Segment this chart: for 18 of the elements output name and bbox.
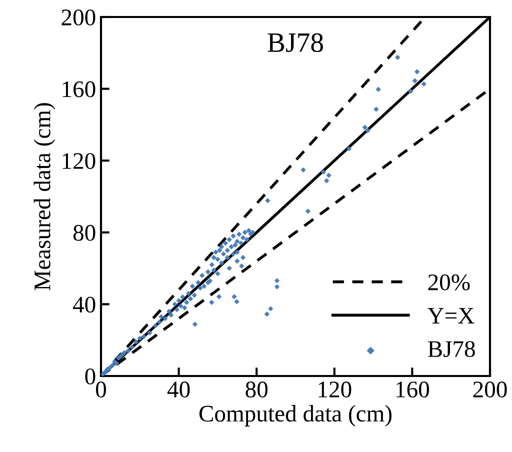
y-tick-label: 120 bbox=[62, 153, 96, 170]
y-tick-label: 80 bbox=[73, 224, 96, 241]
legend-label: 20% bbox=[428, 274, 470, 290]
x-tick-label: 80 bbox=[246, 382, 268, 398]
legend-label: Y=X bbox=[428, 308, 474, 324]
x-tick-label: 200 bbox=[473, 382, 507, 398]
legend-label: BJ78 bbox=[428, 341, 475, 358]
y-tick-label: 40 bbox=[72, 296, 96, 313]
x-axis-title: Computed data (cm) bbox=[199, 405, 392, 426]
y-tick-label: 160 bbox=[62, 81, 96, 98]
chart-title: BJ78 bbox=[268, 33, 323, 52]
y-axis-title: Measured data (cm) bbox=[34, 103, 56, 290]
x-tick-label: 0 bbox=[96, 382, 106, 398]
y-tick-label: 0 bbox=[85, 368, 96, 384]
y-tick-label: 200 bbox=[62, 9, 96, 26]
x-tick-label: 120 bbox=[318, 382, 352, 398]
x-tick-label: 160 bbox=[396, 382, 430, 398]
x-tick-label: 40 bbox=[167, 382, 190, 398]
